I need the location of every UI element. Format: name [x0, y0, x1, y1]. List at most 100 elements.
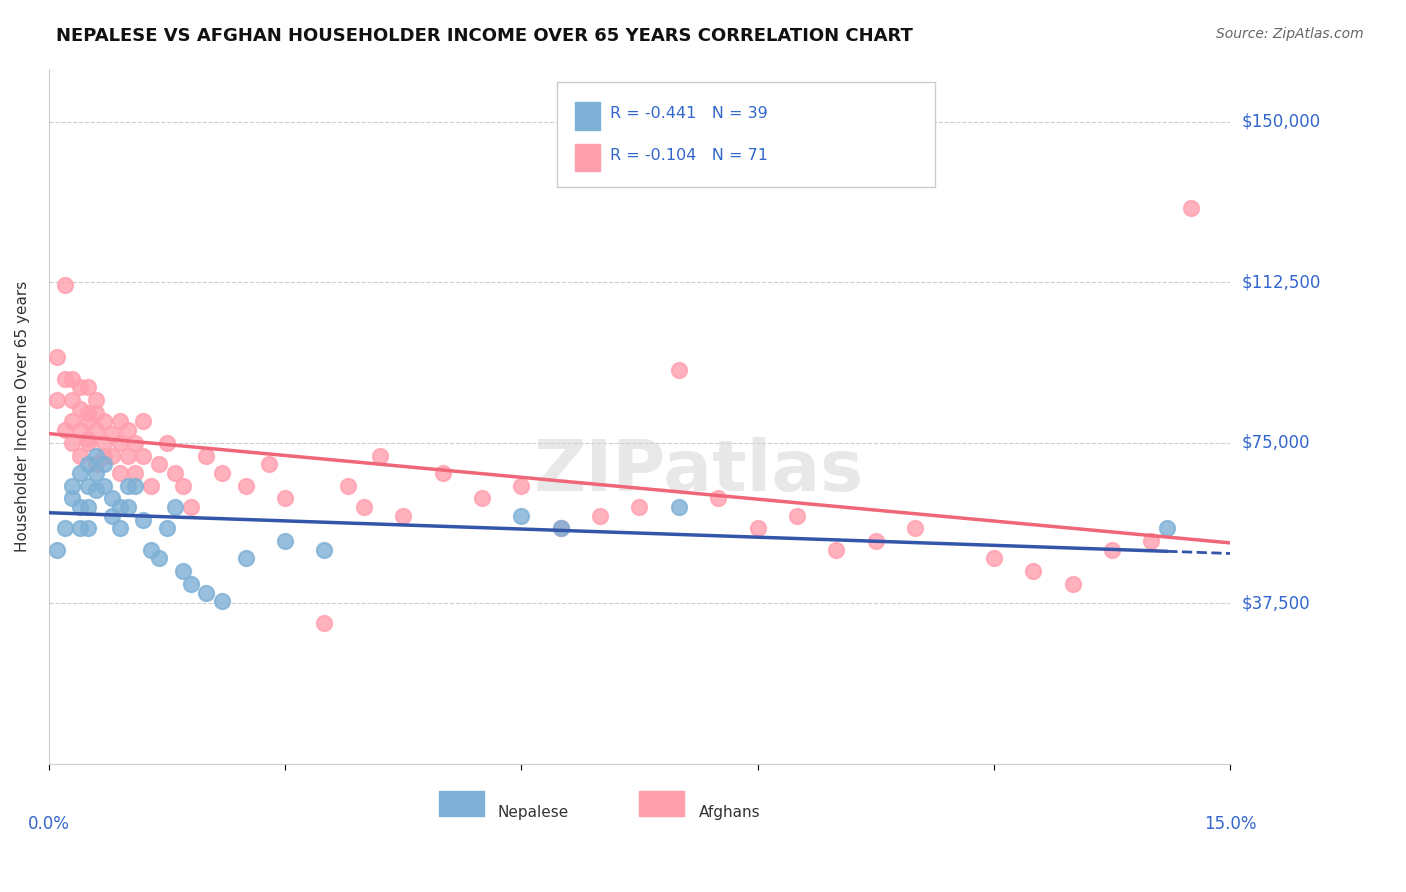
Text: ZIPatlas: ZIPatlas — [533, 437, 863, 507]
Bar — [640, 791, 685, 816]
Point — [77, 478, 100, 492]
Point — [77, 406, 100, 420]
Point — [314, 615, 336, 630]
Point — [707, 491, 730, 506]
Point — [124, 435, 146, 450]
Point — [69, 449, 91, 463]
Point — [259, 457, 281, 471]
Point — [60, 372, 83, 386]
Point — [53, 277, 76, 292]
Point — [156, 435, 179, 450]
Point — [69, 380, 91, 394]
Point — [132, 449, 155, 463]
Text: 15.0%: 15.0% — [1204, 815, 1257, 833]
Point — [108, 521, 131, 535]
Point — [668, 500, 690, 514]
Point — [865, 534, 887, 549]
Text: Afghans: Afghans — [699, 805, 761, 821]
FancyBboxPatch shape — [557, 82, 935, 186]
Point — [100, 427, 122, 442]
Point — [77, 380, 100, 394]
Bar — [575, 102, 600, 129]
Point — [117, 449, 139, 463]
Point — [148, 457, 170, 471]
Point — [432, 466, 454, 480]
Point — [132, 513, 155, 527]
Point — [100, 491, 122, 506]
Point — [1062, 577, 1084, 591]
Point — [550, 521, 572, 535]
Point — [1101, 542, 1123, 557]
Point — [45, 392, 67, 407]
Point — [825, 542, 848, 557]
Point — [84, 392, 107, 407]
Point — [235, 478, 257, 492]
Point — [93, 478, 115, 492]
Point — [747, 521, 769, 535]
Point — [108, 435, 131, 450]
Point — [1022, 564, 1045, 578]
Point — [77, 521, 100, 535]
Point — [124, 466, 146, 480]
Point — [84, 483, 107, 497]
Point — [180, 500, 202, 514]
Point — [77, 457, 100, 471]
Point — [93, 457, 115, 471]
Point — [100, 449, 122, 463]
Point — [211, 466, 233, 480]
Point — [139, 478, 162, 492]
Point — [628, 500, 651, 514]
Y-axis label: Householder Income Over 65 years: Householder Income Over 65 years — [15, 280, 30, 552]
Point — [69, 521, 91, 535]
Point — [353, 500, 375, 514]
Point — [163, 500, 186, 514]
Point — [93, 449, 115, 463]
Point — [93, 435, 115, 450]
Point — [69, 500, 91, 514]
Point — [60, 435, 83, 450]
Point — [53, 423, 76, 437]
Point — [77, 435, 100, 450]
Point — [314, 542, 336, 557]
Bar — [439, 791, 484, 816]
Text: R = -0.104   N = 71: R = -0.104 N = 71 — [610, 148, 768, 163]
Point — [132, 414, 155, 428]
Point — [53, 521, 76, 535]
Point — [392, 508, 415, 523]
Text: $150,000: $150,000 — [1241, 113, 1320, 131]
Point — [84, 406, 107, 420]
Point — [668, 363, 690, 377]
Point — [589, 508, 612, 523]
Text: NEPALESE VS AFGHAN HOUSEHOLDER INCOME OVER 65 YEARS CORRELATION CHART: NEPALESE VS AFGHAN HOUSEHOLDER INCOME OV… — [56, 27, 912, 45]
Point — [510, 508, 533, 523]
Point — [60, 414, 83, 428]
Text: R = -0.441   N = 39: R = -0.441 N = 39 — [610, 106, 768, 121]
Point — [124, 478, 146, 492]
Point — [180, 577, 202, 591]
Point — [172, 478, 194, 492]
Point — [84, 423, 107, 437]
Point — [77, 414, 100, 428]
Text: Nepalese: Nepalese — [498, 805, 569, 821]
Point — [368, 449, 391, 463]
Point — [139, 542, 162, 557]
Point — [156, 521, 179, 535]
Text: Source: ZipAtlas.com: Source: ZipAtlas.com — [1216, 27, 1364, 41]
Point — [117, 500, 139, 514]
Point — [108, 466, 131, 480]
Point — [84, 449, 107, 463]
Point — [60, 491, 83, 506]
Point — [84, 457, 107, 471]
Point — [337, 478, 360, 492]
Point — [117, 423, 139, 437]
Point — [550, 521, 572, 535]
Point — [45, 351, 67, 365]
Point — [163, 466, 186, 480]
Text: $75,000: $75,000 — [1241, 434, 1310, 452]
Point — [93, 414, 115, 428]
Point — [84, 466, 107, 480]
Point — [1156, 521, 1178, 535]
Point — [45, 542, 67, 557]
Text: $112,500: $112,500 — [1241, 274, 1320, 292]
Text: $37,500: $37,500 — [1241, 594, 1310, 612]
